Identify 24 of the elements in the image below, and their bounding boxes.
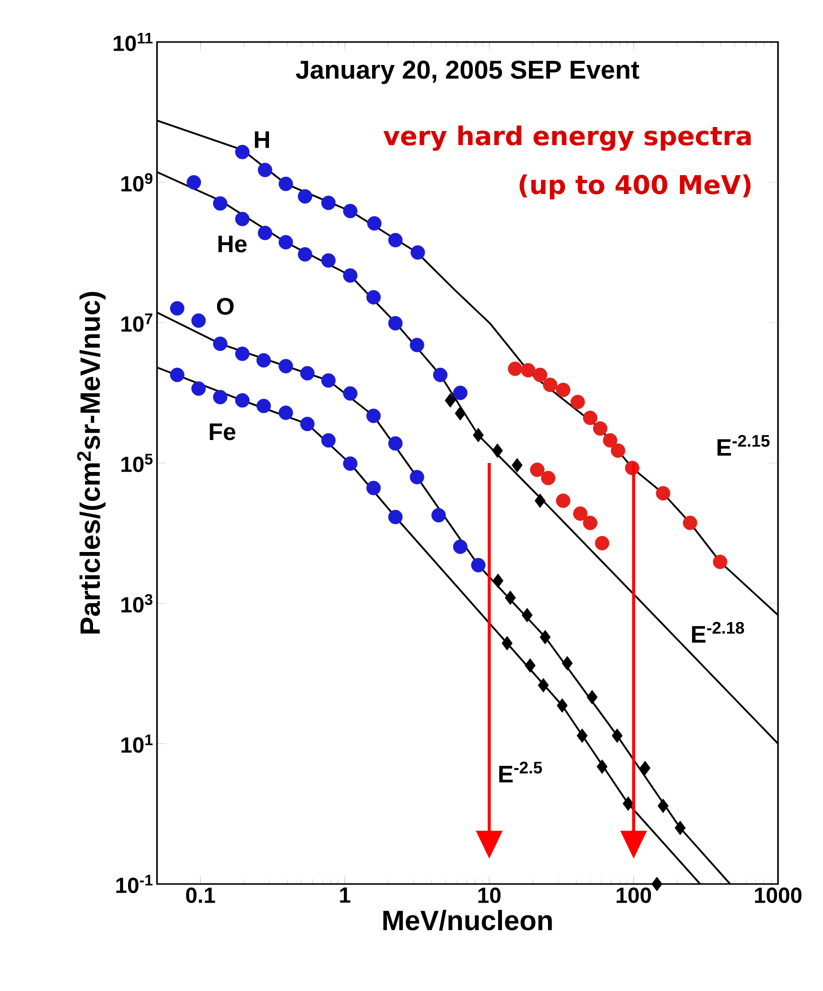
annotation: E$^{-2.5}$ — [499, 762, 542, 782]
y-tick-label: 10$^{11}$ — [114, 32, 153, 52]
y-tick-label: 10$^{9}$ — [121, 173, 152, 192]
y-tick-label: 10$^{7}$ — [121, 314, 152, 332]
annotation: (up to 400 MeV) — [520, 174, 751, 200]
x-tick-label: 1000 — [755, 888, 802, 904]
text: January 20, 2005 SEP Event — [296, 60, 640, 84]
y-tick-label: 10$^{1}$ — [121, 734, 153, 753]
x-tick-label: 0.1 — [186, 888, 216, 904]
y-tick-label: 10$^{-1}$ — [116, 874, 153, 894]
x-tick-label: 10 — [478, 888, 501, 904]
annotation: O — [216, 298, 234, 315]
annotation: E$^{-2.18}$ — [692, 622, 744, 643]
y-axis-title: Particles/(cm$^{2}$sr-MeV/nuc) — [77, 292, 106, 634]
x-tick-label: 1 — [340, 888, 350, 903]
x-tick-label: 100 — [616, 888, 652, 904]
annotation: H — [254, 131, 269, 148]
annotation: He — [218, 236, 247, 252]
annotation: E$^{-2.15}$ — [718, 434, 770, 456]
y-tick-label: 10$^{3}$ — [121, 594, 152, 613]
y-tick-label: 10$^{5}$ — [121, 454, 153, 472]
annotation: very hard energy spectra — [383, 125, 751, 151]
x-axis-title: MeV/nucleon — [383, 910, 552, 931]
annotation: Fe — [210, 423, 236, 440]
